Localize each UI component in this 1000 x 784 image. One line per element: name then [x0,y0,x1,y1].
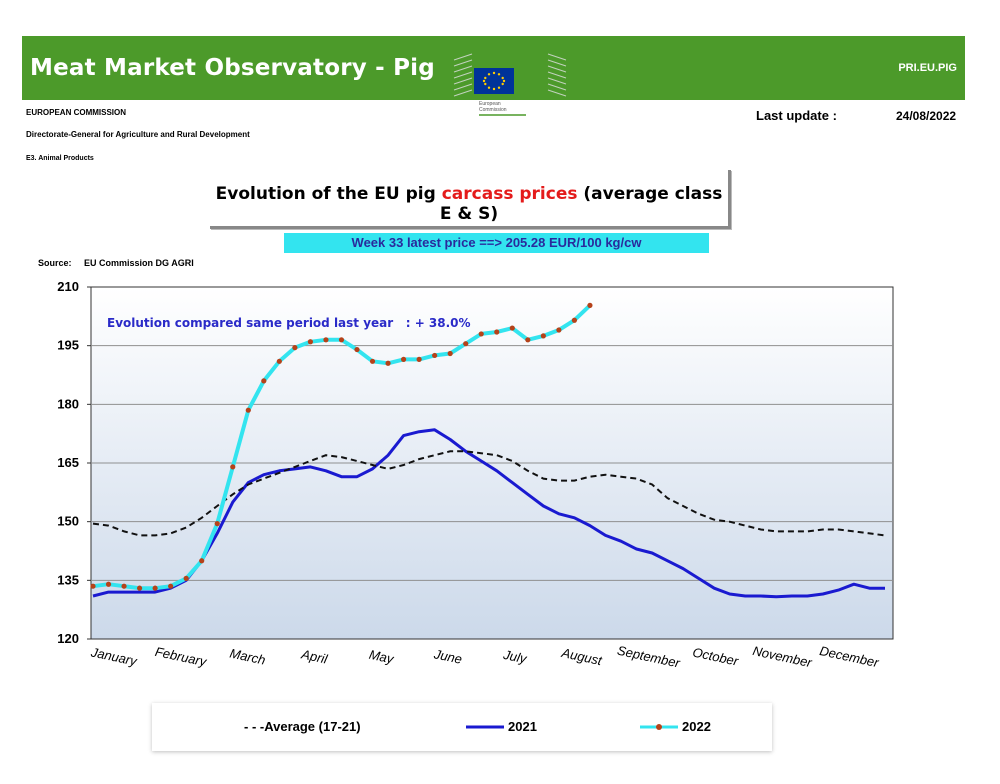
x-tick-label: December [818,643,880,670]
legend-item-average: - - -Average (17-21) [244,719,361,734]
y-tick-label: 195 [57,338,79,353]
series-layer [90,302,886,599]
chart-title: Evolution of the EU pig carcass prices (… [210,184,728,224]
series-2022-point [214,521,220,527]
source-value: EU Commission DG AGRI [84,258,194,268]
legend-label-2021: 2021 [508,719,537,734]
y-axis: 120 135 150 165 180 195 210 [57,279,91,646]
observatory-title: Meat Market Observatory - Pig [30,55,435,81]
series-2022-point [369,358,376,364]
directorate-name: Directorate-General for Agriculture and … [26,130,250,139]
x-axis: January February March April May June July Augu… [89,643,881,671]
price-chart: 120 135 150 165 180 195 210 January February Mar… [57,279,894,671]
series-2022-point [168,583,174,589]
series-2022-point [556,327,562,333]
last-update-date: 24/08/2022 [896,109,957,123]
x-tick-label: April [299,646,330,667]
report-code: PRI.EU.PIG [898,62,957,74]
series-2022-point [571,317,578,323]
series-2022-point [354,346,360,353]
y-tick-label: 150 [57,514,79,529]
series-2022-point [136,585,143,591]
series-2022-point [121,583,127,589]
chart-title-part1: Evolution of the EU pig [215,184,442,204]
chart-legend: - - -Average (17-21) 2021 2022 [152,703,772,751]
latest-price-banner: Week 33 latest price ==> 205.28 EUR/100 … [284,233,709,253]
series-2022-point [90,583,96,589]
series-2022-point [385,360,391,366]
series-2022-point [338,337,345,343]
series-2022-point [152,585,158,591]
source-label: Source: [38,258,72,268]
org-name: EUROPEAN COMMISSION [26,108,127,117]
x-tick-label: August [559,645,604,669]
series-2022-point [540,333,546,339]
series-2022-point [292,345,298,351]
legend-item-2021: 2021 [466,719,537,734]
series-2022-point [494,329,500,335]
series-2022-point [463,341,469,347]
y-tick-label: 120 [57,631,79,646]
x-tick-label: November [751,643,813,670]
series-2022-point [432,352,438,359]
y-tick-label: 180 [57,396,79,411]
series-2022-point [509,325,515,331]
legend-label-2022: 2022 [682,719,711,734]
gridlines [91,345,893,581]
chart-annotation: Evolution compared same period last year… [107,316,471,330]
series-2022-point [183,575,189,581]
series-2022-point [478,331,484,337]
legend-label-average: - - -Average (17-21) [244,719,361,734]
series-2022-point [447,350,453,357]
x-tick-label: July [501,647,529,667]
chart-title-part2: (average class E & S) [439,184,723,224]
series-2022-point [276,358,282,364]
chart-title-box: Evolution of the EU pig carcass prices (… [210,170,731,229]
y-tick-label: 135 [57,572,79,587]
x-tick-label: October [691,644,740,668]
series-2022-point [587,302,593,308]
y-tick-label: 165 [57,455,79,470]
series-2022-point [230,464,236,470]
x-tick-label: September [616,643,682,671]
unit-name: E3. Animal Products [26,155,94,162]
x-tick-label: March [228,646,266,668]
series-2022-point [105,581,112,587]
chart-title-highlight: carcass prices [441,184,578,204]
legend-item-2022: 2022 [640,719,711,734]
y-tick-label: 210 [57,279,79,294]
logo-text-commission: Commission [479,107,507,113]
series-2022-point [525,337,531,343]
series-2022-point [245,407,251,413]
logo-text-european: European [479,101,501,107]
series-2022-point [261,378,267,384]
european-commission-logo: European Commission [453,53,567,116]
x-tick-label: January [89,644,140,669]
series-2022-point [323,337,329,343]
series-2021-line [92,428,885,599]
x-tick-label: May [368,647,397,667]
series-2022-point [199,558,205,564]
series-2022-point [400,356,407,362]
last-update-label: Last update : [756,108,837,123]
legend-swatch-2021 [466,725,504,728]
x-tick-label: February [154,644,209,670]
legend-swatch-2022 [640,723,678,730]
series-2022-point [416,356,422,362]
x-tick-label: June [432,646,464,667]
source-line: Source: EU Commission DG AGRI [38,258,194,268]
series-2022-point [307,339,314,345]
